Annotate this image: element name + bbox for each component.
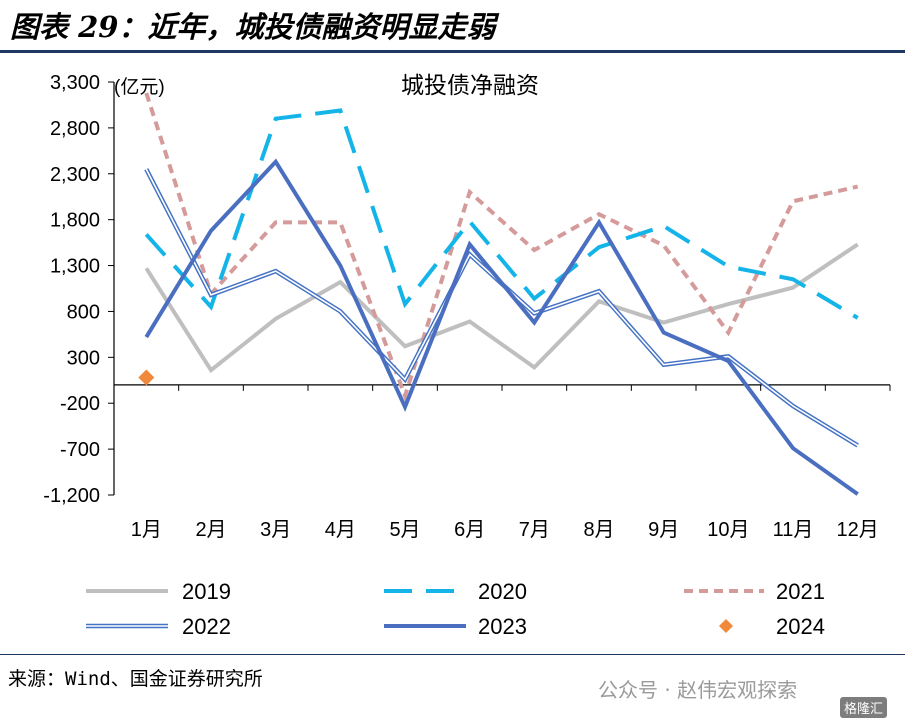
y-tick-label: 1,300 [50, 256, 100, 278]
series-2020-line [144, 108, 859, 320]
x-tick-label: 12月 [837, 519, 879, 541]
legend-2021-label: 2021 [776, 579, 825, 604]
legend-2024-label: 2024 [776, 614, 825, 639]
y-tick-label: 1,800 [50, 210, 100, 232]
y-tick-label: 800 [67, 301, 100, 323]
x-tick-label: 1月 [131, 519, 162, 541]
y-axis: 3,300 2,800 2,300 1,800 1,300 800 300 -200 -700 -… [43, 72, 114, 507]
x-tick-label: 7月 [519, 519, 550, 541]
series-2021-line [144, 92, 859, 403]
y-tick-label: -700 [60, 439, 100, 461]
chart: 3,300 2,800 2,300 1,800 1,300 800 300 -200 -700 -… [43, 72, 891, 639]
x-tick-label: 8月 [583, 519, 614, 541]
series-2022-line-inner [145, 168, 859, 447]
legend-2022-label: 2022 [182, 614, 231, 639]
source-rule [0, 654, 905, 655]
figure-title: 图表 29：近年，城投债融资明显走弱 [10, 10, 496, 44]
x-tick-label: 10月 [707, 519, 749, 541]
x-tick-label: 5月 [389, 519, 420, 541]
series-layer [138, 92, 859, 496]
title-rule [0, 50, 905, 53]
watermark: 公众号 · 赵伟宏观探索 [598, 678, 798, 702]
unit-label: (亿元) [114, 76, 165, 98]
series-2023-line [144, 158, 859, 496]
legend: 2019 2020 2021 2022 2023 2024 [86, 579, 825, 639]
x-tick-label: 4月 [325, 519, 356, 541]
series-2019-line [144, 242, 859, 374]
chart-title: 城投债净融资 [401, 72, 539, 98]
y-tick-label: 300 [67, 347, 100, 369]
x-axis: 1月 2月 3月 4月 5月 6月 7月 8月 9月 10月 11月 12月 [113, 384, 891, 541]
x-tick-label: 6月 [454, 519, 485, 541]
series-2024-point [138, 369, 155, 386]
y-tick-label: 2,300 [50, 164, 100, 186]
y-tick-label: -200 [60, 393, 100, 415]
legend-2019-label: 2019 [182, 579, 231, 604]
x-tick-label: 11月 [773, 519, 814, 541]
legend-2023-label: 2023 [478, 614, 527, 639]
watermark-badge: 格隆汇 [840, 697, 888, 718]
x-tick-label: 3月 [260, 519, 291, 541]
x-tick-label: 2月 [195, 519, 226, 541]
x-tick-label: 9月 [648, 519, 679, 541]
legend-2020-label: 2020 [478, 579, 527, 604]
source-note: 来源：Wind、国金证券研究所 [8, 668, 263, 690]
legend-2024-swatch [719, 619, 733, 633]
y-tick-label: 2,800 [50, 118, 100, 140]
y-tick-label: -1,200 [43, 485, 100, 507]
series-2022-line [144, 168, 859, 448]
y-tick-label: 3,300 [50, 72, 100, 94]
